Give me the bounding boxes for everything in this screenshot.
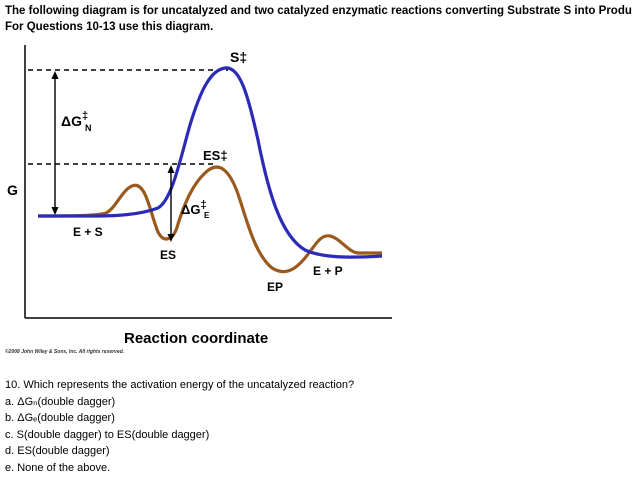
ep-label: EP (267, 280, 283, 294)
dg-e-label: ΔG‡ (181, 199, 207, 217)
dg-e-arrow-head-top (167, 165, 175, 173)
question-text: 10. Which represents the activation ener… (5, 379, 355, 391)
dg-n-base: ΔG (61, 113, 82, 129)
dg-n-subscript: N (85, 123, 92, 133)
energy-diagram: S‡ ES‡ ΔG‡ N ΔG‡ E G E + S ES E + P EP R… (7, 45, 392, 347)
answer-option-e: e. None of the above. (5, 461, 111, 474)
catalyzed-pathway-curve (37, 165, 382, 274)
dg-n-arrow-head-top (51, 71, 59, 79)
dg-e-sup: ‡ (200, 199, 206, 211)
dg-e-arrow-head-bottom (167, 234, 175, 242)
uncatalyzed-pathway-curve (38, 66, 383, 259)
dg-n-arrow-head-bottom (51, 207, 59, 215)
es-label: ES (160, 248, 176, 262)
question-block: 10. Which represents the activation ener… (5, 377, 354, 477)
e-plus-s-label: E + S (73, 225, 103, 239)
y-axis-label: G (7, 182, 18, 198)
dg-e-subscript: E (204, 211, 210, 220)
e-plus-p-label: E + P (313, 264, 343, 278)
intro-text: The following diagram is for uncatalyzed… (5, 3, 632, 35)
dg-n-label: ΔG‡ (61, 110, 88, 129)
s-dagger-label: S‡ (230, 49, 247, 65)
intro-line-1: The following diagram is for uncatalyzed… (5, 5, 632, 17)
intro-line-2: For Questions 10-13 use this diagram. (5, 21, 214, 33)
es-dagger-label: ES‡ (203, 148, 228, 163)
answer-option-d: d. ES(double dagger) (5, 445, 110, 458)
dg-n-sup: ‡ (82, 110, 88, 122)
answer-option-b: b. ΔGₑ(double dagger) (5, 412, 115, 425)
answer-option-a: a. ΔGₙ(double dagger) (5, 395, 116, 408)
copyright-notice: ©2008 John Wiley & Sons, Inc. All rights… (5, 349, 125, 355)
x-axis-label: Reaction coordinate (124, 330, 268, 347)
answer-option-c: c. S(double dagger) to ES(double dagger) (5, 428, 210, 441)
dg-e-base: ΔG (181, 202, 200, 217)
